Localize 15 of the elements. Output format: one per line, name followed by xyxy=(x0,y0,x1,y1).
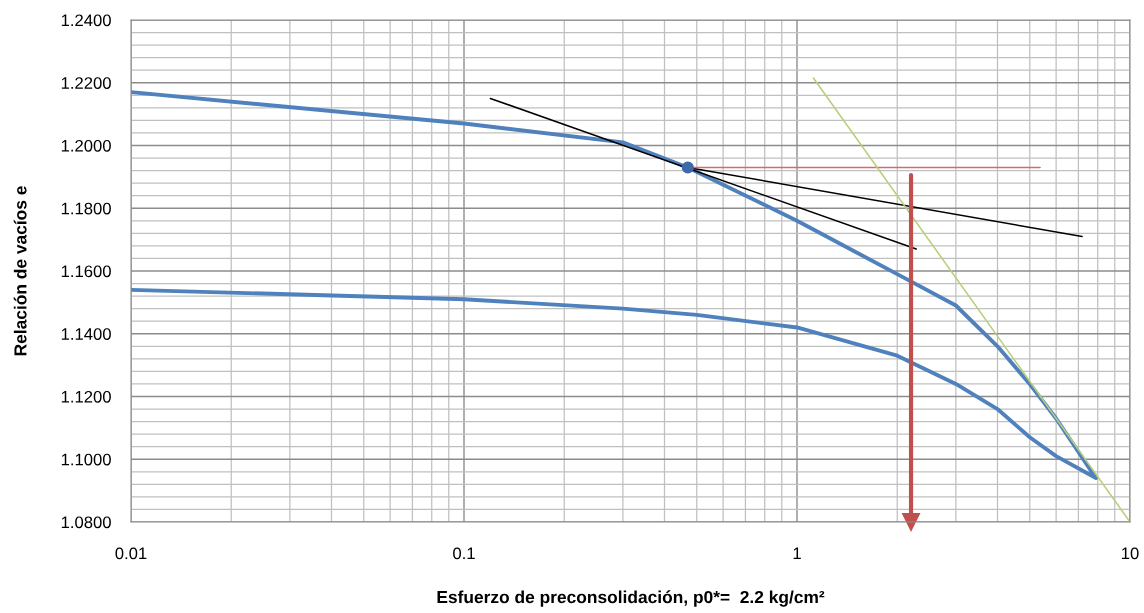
y-axis-title: Relación de vacíos e xyxy=(13,186,27,356)
y-tick-label: 1.1600 xyxy=(61,265,111,278)
y-tick-label: 1.2400 xyxy=(61,14,111,27)
y-tick-label: 1.2200 xyxy=(61,77,111,89)
y-tick-label: 1.1000 xyxy=(61,453,111,466)
x-axis-title: Esfuerzo de preconsolidación, p0*= 2.2 kg/cm² xyxy=(437,590,825,607)
y-tick-label: 1.1400 xyxy=(61,328,111,340)
x-tick-label: 10 xyxy=(1122,547,1139,560)
y-tick-label: 1.0800 xyxy=(61,516,111,529)
x-tick-label: 0.1 xyxy=(453,547,475,560)
y-tick-label: 1.1800 xyxy=(61,202,111,215)
y-tick-label: 1.2000 xyxy=(61,139,111,152)
x-tick-label: 1 xyxy=(793,547,801,560)
y-tick-label: 1.1200 xyxy=(61,390,111,403)
x-tick-label: 0.01 xyxy=(115,547,147,560)
